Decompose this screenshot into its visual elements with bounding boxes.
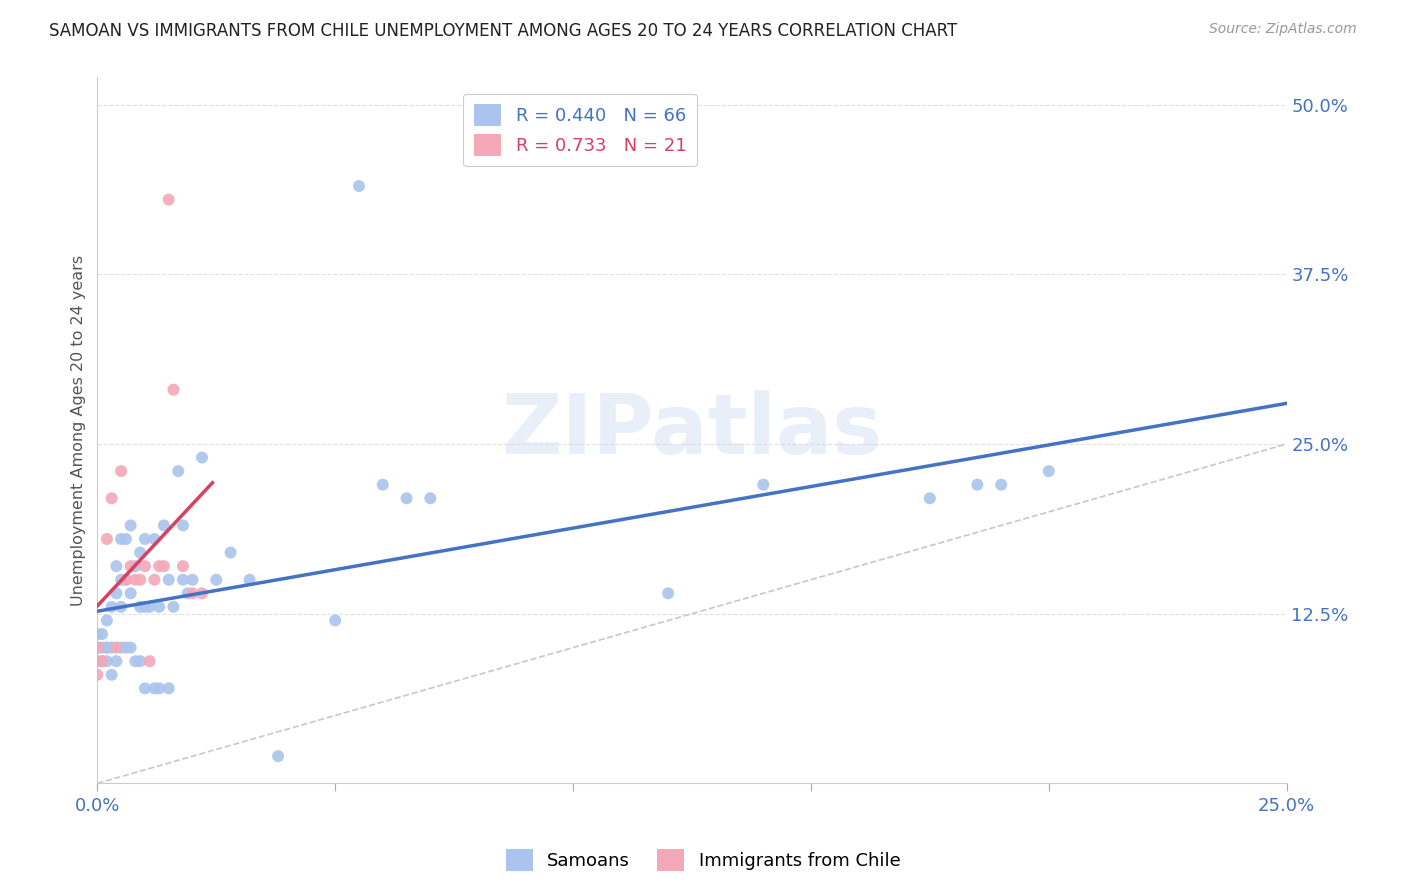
Point bbox=[110, 464, 132, 478]
Point bbox=[110, 640, 132, 655]
Point bbox=[129, 545, 152, 559]
Point bbox=[115, 573, 138, 587]
Point bbox=[91, 640, 114, 655]
Point bbox=[91, 654, 114, 668]
Point bbox=[752, 477, 775, 491]
Point bbox=[966, 477, 988, 491]
Point bbox=[162, 599, 184, 614]
Point bbox=[181, 573, 204, 587]
Legend: R = 0.440   N = 66, R = 0.733   N = 21: R = 0.440 N = 66, R = 0.733 N = 21 bbox=[463, 94, 697, 167]
Point bbox=[371, 477, 394, 491]
Point bbox=[100, 667, 122, 681]
Point bbox=[191, 450, 214, 465]
Point bbox=[115, 532, 138, 546]
Point bbox=[96, 654, 118, 668]
Point bbox=[100, 599, 122, 614]
Point bbox=[129, 654, 152, 668]
Point bbox=[115, 573, 138, 587]
Text: ZIPatlas: ZIPatlas bbox=[502, 390, 883, 471]
Y-axis label: Unemployment Among Ages 20 to 24 years: Unemployment Among Ages 20 to 24 years bbox=[72, 255, 86, 606]
Point bbox=[110, 532, 132, 546]
Point bbox=[419, 491, 441, 506]
Point bbox=[100, 640, 122, 655]
Point bbox=[86, 640, 108, 655]
Point bbox=[115, 640, 138, 655]
Point bbox=[918, 491, 941, 506]
Point bbox=[267, 749, 290, 764]
Point bbox=[86, 640, 108, 655]
Point bbox=[129, 573, 152, 587]
Point bbox=[172, 518, 194, 533]
Point bbox=[86, 627, 108, 641]
Point bbox=[110, 573, 132, 587]
Point bbox=[110, 599, 132, 614]
Text: SAMOAN VS IMMIGRANTS FROM CHILE UNEMPLOYMENT AMONG AGES 20 TO 24 YEARS CORRELATI: SAMOAN VS IMMIGRANTS FROM CHILE UNEMPLOY… bbox=[49, 22, 957, 40]
Point bbox=[1038, 464, 1060, 478]
Point bbox=[395, 491, 418, 506]
Point bbox=[86, 640, 108, 655]
Point bbox=[91, 627, 114, 641]
Point bbox=[96, 614, 118, 628]
Point bbox=[148, 599, 170, 614]
Point bbox=[143, 573, 166, 587]
Point bbox=[96, 640, 118, 655]
Point bbox=[105, 586, 128, 600]
Point bbox=[105, 640, 128, 655]
Point bbox=[134, 681, 156, 696]
Point bbox=[138, 654, 160, 668]
Point bbox=[105, 559, 128, 574]
Point bbox=[124, 654, 146, 668]
Point bbox=[323, 614, 346, 628]
Text: Source: ZipAtlas.com: Source: ZipAtlas.com bbox=[1209, 22, 1357, 37]
Point bbox=[172, 573, 194, 587]
Point bbox=[162, 383, 184, 397]
Point bbox=[120, 586, 142, 600]
Point bbox=[96, 532, 118, 546]
Point bbox=[239, 573, 262, 587]
Point bbox=[172, 559, 194, 574]
Point bbox=[191, 586, 214, 600]
Point bbox=[134, 559, 156, 574]
Point bbox=[181, 586, 204, 600]
Point bbox=[205, 573, 228, 587]
Point bbox=[134, 599, 156, 614]
Point bbox=[96, 640, 118, 655]
Point bbox=[129, 599, 152, 614]
Point bbox=[167, 464, 190, 478]
Point bbox=[120, 559, 142, 574]
Legend: Samoans, Immigrants from Chile: Samoans, Immigrants from Chile bbox=[498, 842, 908, 879]
Point bbox=[124, 559, 146, 574]
Point bbox=[148, 559, 170, 574]
Point bbox=[86, 667, 108, 681]
Point bbox=[157, 193, 180, 207]
Point bbox=[120, 518, 142, 533]
Point bbox=[86, 654, 108, 668]
Point bbox=[990, 477, 1012, 491]
Point bbox=[143, 681, 166, 696]
Point bbox=[657, 586, 679, 600]
Point bbox=[347, 179, 370, 194]
Point bbox=[91, 654, 114, 668]
Point bbox=[143, 532, 166, 546]
Point bbox=[153, 559, 176, 574]
Point bbox=[177, 586, 200, 600]
Point bbox=[86, 654, 108, 668]
Point bbox=[120, 640, 142, 655]
Point bbox=[138, 599, 160, 614]
Point bbox=[124, 573, 146, 587]
Point bbox=[134, 532, 156, 546]
Point bbox=[105, 654, 128, 668]
Point bbox=[157, 573, 180, 587]
Point bbox=[157, 681, 180, 696]
Point bbox=[100, 491, 122, 506]
Point bbox=[153, 518, 176, 533]
Point bbox=[219, 545, 242, 559]
Point bbox=[148, 681, 170, 696]
